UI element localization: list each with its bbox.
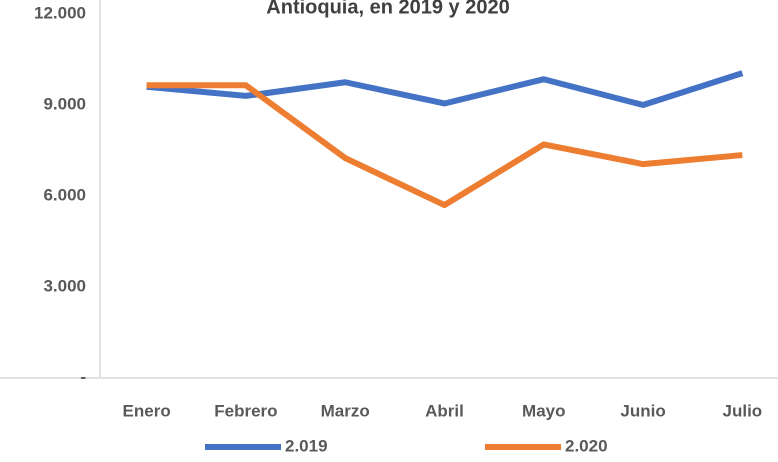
y-tick-label: - xyxy=(80,367,86,386)
x-tick-label: Abril xyxy=(425,401,464,420)
series-line xyxy=(146,70,744,108)
y-tick-label: 12.000 xyxy=(34,3,86,22)
legend-label: 2.019 xyxy=(285,436,328,455)
chart-title: Antioquia, en 2019 y 2020 xyxy=(266,0,509,18)
y-tick-label: 3.000 xyxy=(43,276,86,295)
legend-label: 2.020 xyxy=(565,436,608,455)
series-line xyxy=(146,82,743,209)
x-tick-label: Junio xyxy=(620,401,665,420)
x-tick-label: Marzo xyxy=(321,401,370,420)
x-tick-label: Febrero xyxy=(214,401,277,420)
y-tick-label: 9.000 xyxy=(43,94,86,113)
y-tick-label: 6.000 xyxy=(43,185,86,204)
x-tick-label: Mayo xyxy=(522,401,565,420)
x-tick-label: Enero xyxy=(123,401,171,420)
x-tick-label: Julio xyxy=(723,401,763,420)
